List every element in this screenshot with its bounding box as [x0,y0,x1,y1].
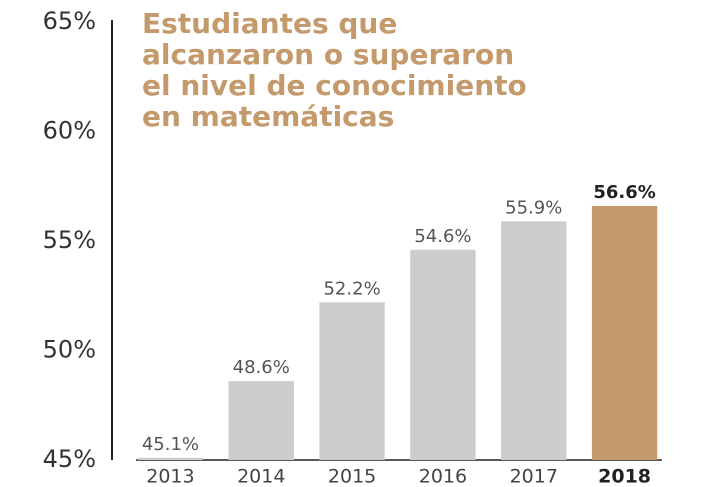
x-tick-label: 2013 [146,466,194,487]
y-tick-label: 65% [43,7,96,35]
bar [591,205,658,460]
bar [319,302,385,460]
value-label: 55.9% [505,197,562,218]
bar [410,249,476,460]
y-tick-label: 55% [43,226,96,254]
x-tick-label: 2017 [510,466,558,487]
y-tick-label: 45% [43,445,96,473]
x-tick-label: 2015 [328,466,376,487]
bar [501,221,567,460]
value-label: 45.1% [142,434,199,455]
value-label: 56.6% [593,182,655,203]
y-tick-label: 50% [43,336,96,364]
value-label: 52.2% [323,278,380,299]
x-tick-label: 2018 [598,466,651,487]
value-label: 48.6% [233,357,290,378]
x-tick-label: 2014 [237,466,285,487]
x-tick-label: 2016 [419,466,467,487]
chart-title: Estudiantes que alcanzaron o superaron e… [142,7,527,133]
bar [137,457,204,460]
y-tick-label: 60% [43,117,96,145]
value-label: 54.6% [414,226,471,247]
bar [228,381,294,460]
